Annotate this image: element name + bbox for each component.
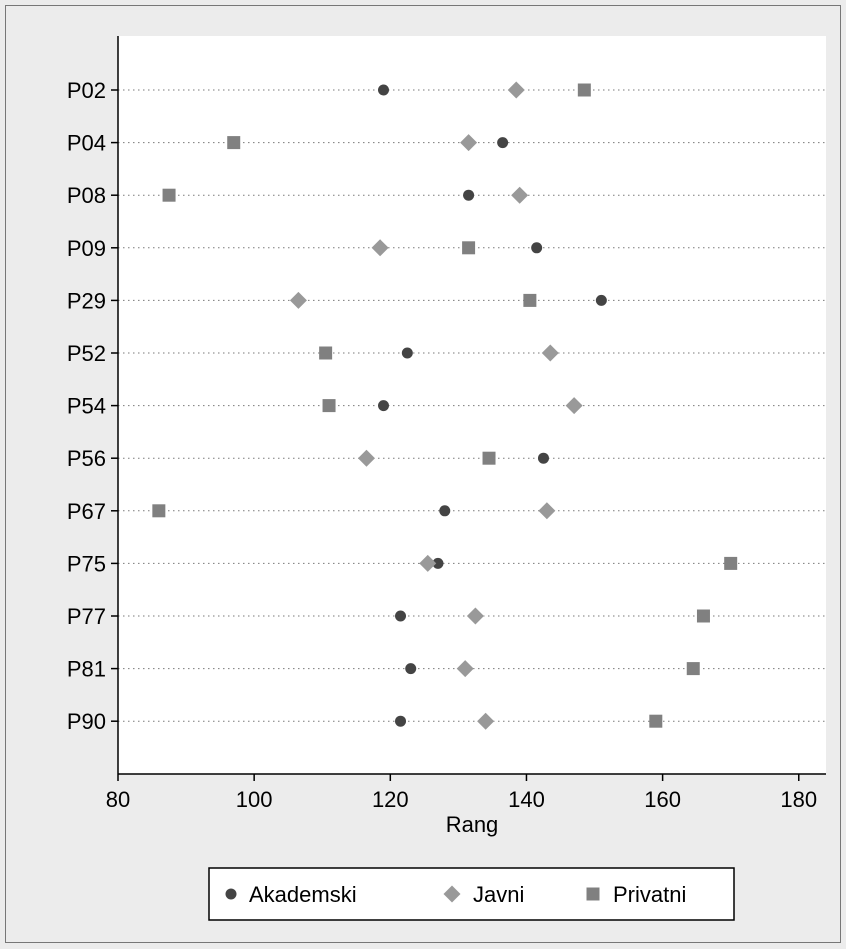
- y-tick-label-p29: P29: [67, 288, 106, 313]
- legend-marker-privatni: [586, 887, 600, 901]
- x-tick-label-100: 100: [236, 787, 273, 812]
- javni-point-p77: [466, 607, 484, 625]
- privatni-point-p54: [322, 399, 336, 413]
- x-axis-labels: 80 100 120 140 160 180: [106, 787, 817, 812]
- y-tick-label-p77: P77: [67, 604, 106, 629]
- privatni-point-p81: [686, 662, 700, 676]
- legend: Akademski Javni Privatni: [208, 867, 735, 921]
- legend-marker-akademski: [225, 888, 237, 900]
- chart-frame: P02 P04 P08 P09 P29 P52 P54 P56 P67 P75 P77 P81 P90 …: [5, 5, 841, 943]
- javni-point-p56: [357, 449, 375, 467]
- y-tick-label-p52: P52: [67, 341, 106, 366]
- x-tick-label-140: 140: [508, 787, 545, 812]
- y-tick-label-p08: P08: [67, 183, 106, 208]
- javni-point-p29: [289, 291, 307, 309]
- y-tick-label-p75: P75: [67, 551, 106, 576]
- y-tick-label-p67: P67: [67, 499, 106, 524]
- privatni-point-p02: [577, 83, 591, 97]
- akademski-point-p56: [537, 452, 549, 464]
- javni-point-p90: [477, 712, 495, 730]
- privatni-point-p90: [649, 714, 663, 728]
- javni-point-p02: [507, 81, 525, 99]
- plot-area: [118, 36, 826, 774]
- x-tick-label-120: 120: [372, 787, 409, 812]
- legend-box: [208, 867, 735, 921]
- javni-point-p52: [541, 344, 559, 362]
- legend-label-privatni: Privatni: [613, 882, 686, 907]
- akademski-point-p75: [432, 557, 444, 569]
- akademski-point-p90: [395, 715, 407, 727]
- akademski-point-p77: [395, 610, 407, 622]
- privatni-point-p67: [152, 504, 166, 518]
- axes: [111, 36, 826, 781]
- y-axis-labels: P02 P04 P08 P09 P29 P52 P54 P56 P67 P75 P77 P81 P90: [67, 78, 106, 734]
- privatni-point-p77: [696, 609, 710, 623]
- legend-marker-javni: [443, 885, 461, 903]
- x-tick-label-180: 180: [780, 787, 817, 812]
- data-points: [152, 81, 738, 730]
- legend-label-javni: Javni: [473, 882, 524, 907]
- javni-point-p09: [371, 239, 389, 257]
- akademski-point-p54: [378, 400, 389, 412]
- javni-point-p08: [511, 186, 529, 204]
- akademski-point-p29: [595, 294, 607, 306]
- privatni-point-p75: [724, 556, 738, 570]
- privatni-point-p08: [162, 188, 176, 202]
- legend-label-akademski: Akademski: [249, 882, 357, 907]
- javni-point-p04: [460, 134, 478, 152]
- javni-point-p67: [538, 502, 556, 520]
- x-tick-label-160: 160: [644, 787, 681, 812]
- y-tick-label-p54: P54: [67, 394, 106, 419]
- y-tick-label-p56: P56: [67, 446, 106, 471]
- y-tick-label-p81: P81: [67, 657, 106, 682]
- akademski-point-p52: [401, 347, 413, 359]
- y-tick-label-p02: P02: [67, 78, 106, 103]
- x-axis-title: Rang: [446, 812, 499, 837]
- privatni-point-p04: [227, 136, 241, 150]
- akademski-point-p67: [439, 505, 451, 517]
- akademski-point-p09: [531, 242, 543, 254]
- akademski-point-p08: [463, 189, 475, 201]
- akademski-point-p81: [405, 663, 417, 675]
- akademski-point-p04: [497, 137, 509, 149]
- javni-point-p81: [456, 660, 474, 678]
- privatni-point-p29: [523, 293, 537, 307]
- y-tick-label-p90: P90: [67, 709, 106, 734]
- y-tick-label-p09: P09: [67, 236, 106, 261]
- x-tick-label-80: 80: [106, 787, 130, 812]
- javni-point-p75: [419, 554, 437, 572]
- javni-point-p54: [565, 397, 583, 415]
- privatni-point-p09: [462, 241, 476, 255]
- chart-svg: P02P04P08P09P29P52P54P56P67P75P77P81P90 …: [67, 36, 826, 921]
- privatni-point-p56: [482, 451, 496, 465]
- akademski-point-p02: [378, 84, 389, 96]
- privatni-point-p52: [319, 346, 333, 360]
- y-tick-label-p04: P04: [67, 131, 106, 156]
